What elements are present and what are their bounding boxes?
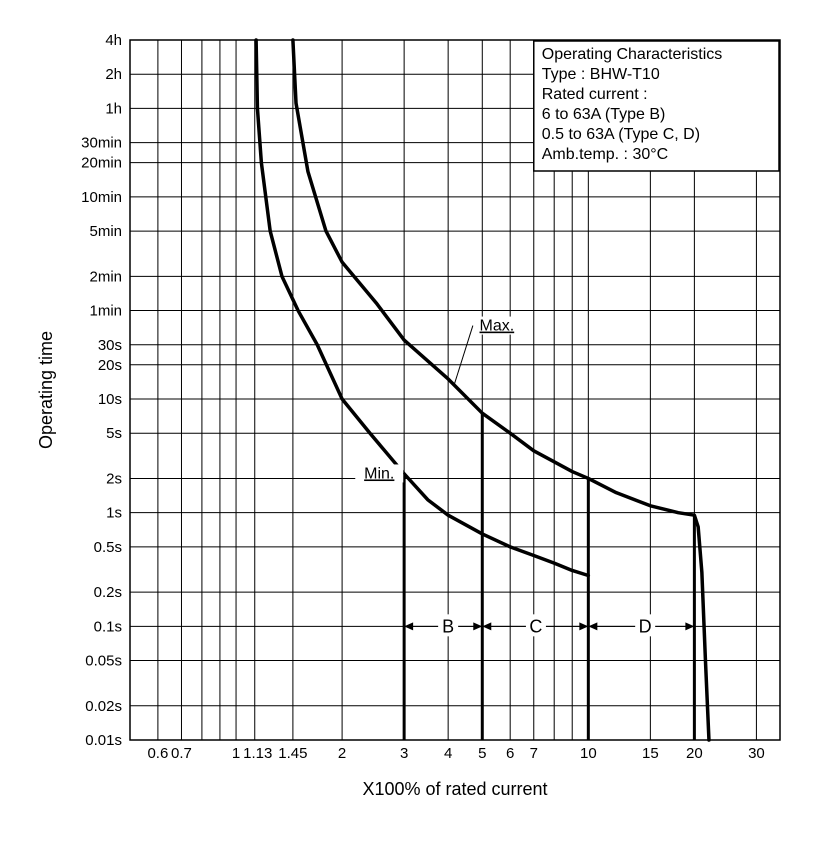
region-label-C: C: [529, 616, 542, 636]
x-tick-label: 2: [338, 745, 346, 762]
x-tick-label: 1: [232, 745, 240, 762]
info-box-line: 0.5 to 63A (Type C, D): [542, 126, 700, 143]
y-tick-label: 0.02s: [85, 698, 122, 715]
y-tick-label: 0.01s: [85, 732, 122, 749]
y-tick-label: 20s: [98, 357, 122, 374]
x-tick-label: 7: [530, 745, 538, 762]
x-tick-label: 6: [506, 745, 514, 762]
trip-curve-chart: 0.60.7 11.13 1.45 2 3 4 5 67 10 15 20 30 0.01s 0.02s 0…: [20, 20, 804, 830]
region-label-D: D: [639, 616, 652, 636]
y-tick-label: 30min: [81, 135, 122, 152]
y-tick-label: 1h: [105, 100, 122, 117]
y-tick-label: 1s: [106, 505, 122, 522]
info-box-line: Amb.temp. : 30°C: [542, 146, 668, 163]
y-tick-label: 0.5s: [94, 539, 122, 556]
y-tick-label: 1min: [89, 303, 122, 320]
y-tick-label: 0.2s: [94, 584, 122, 601]
y-tick-label: 30s: [98, 337, 122, 354]
max-annotation-label: Max.: [480, 318, 515, 335]
info-box-line: Operating Characteristics: [542, 46, 723, 63]
x-tick-label: 15: [642, 745, 659, 762]
x-tick-label: 3: [400, 745, 408, 762]
x-tick-label: 0.6: [147, 745, 168, 762]
y-tick-label: 20min: [81, 155, 122, 172]
x-tick-label: 10: [580, 745, 597, 762]
max-annotation-pointer: [454, 326, 473, 386]
x-tick-label: 0.7: [171, 745, 192, 762]
y-tick-label: 0.1s: [94, 618, 122, 635]
info-box-line: 6 to 63A (Type B): [542, 106, 666, 123]
y-tick-label: 2h: [105, 66, 122, 83]
x-tick-label: 20: [686, 745, 703, 762]
x-axis-label: X100% of rated current: [362, 779, 547, 799]
y-tick-label: 5s: [106, 425, 122, 442]
x-tick-label: 5: [478, 745, 486, 762]
y-tick-label: 5min: [89, 223, 122, 240]
x-tick-label: 1.13: [243, 745, 272, 762]
y-tick-label: 4h: [105, 32, 122, 49]
region-label-B: B: [442, 616, 454, 636]
y-tick-label: 10s: [98, 391, 122, 408]
y-tick-label: 2min: [89, 268, 122, 285]
x-tick-label: 1.45: [278, 745, 307, 762]
info-box-line: Type : BHW-T10: [542, 66, 660, 83]
y-tick-label: 0.05s: [85, 653, 122, 670]
info-box-line: Rated current :: [542, 86, 648, 103]
x-tick-label: 30: [748, 745, 765, 762]
y-tick-label: 2s: [106, 470, 122, 487]
chart-svg: 0.60.7 11.13 1.45 2 3 4 5 67 10 15 20 30 0.01s 0.02s 0…: [20, 20, 804, 830]
y-axis-label: Operating time: [36, 331, 56, 449]
min-annotation-label: Min.: [364, 465, 394, 482]
y-tick-label: 10min: [81, 189, 122, 206]
x-tick-label: 4: [444, 745, 452, 762]
